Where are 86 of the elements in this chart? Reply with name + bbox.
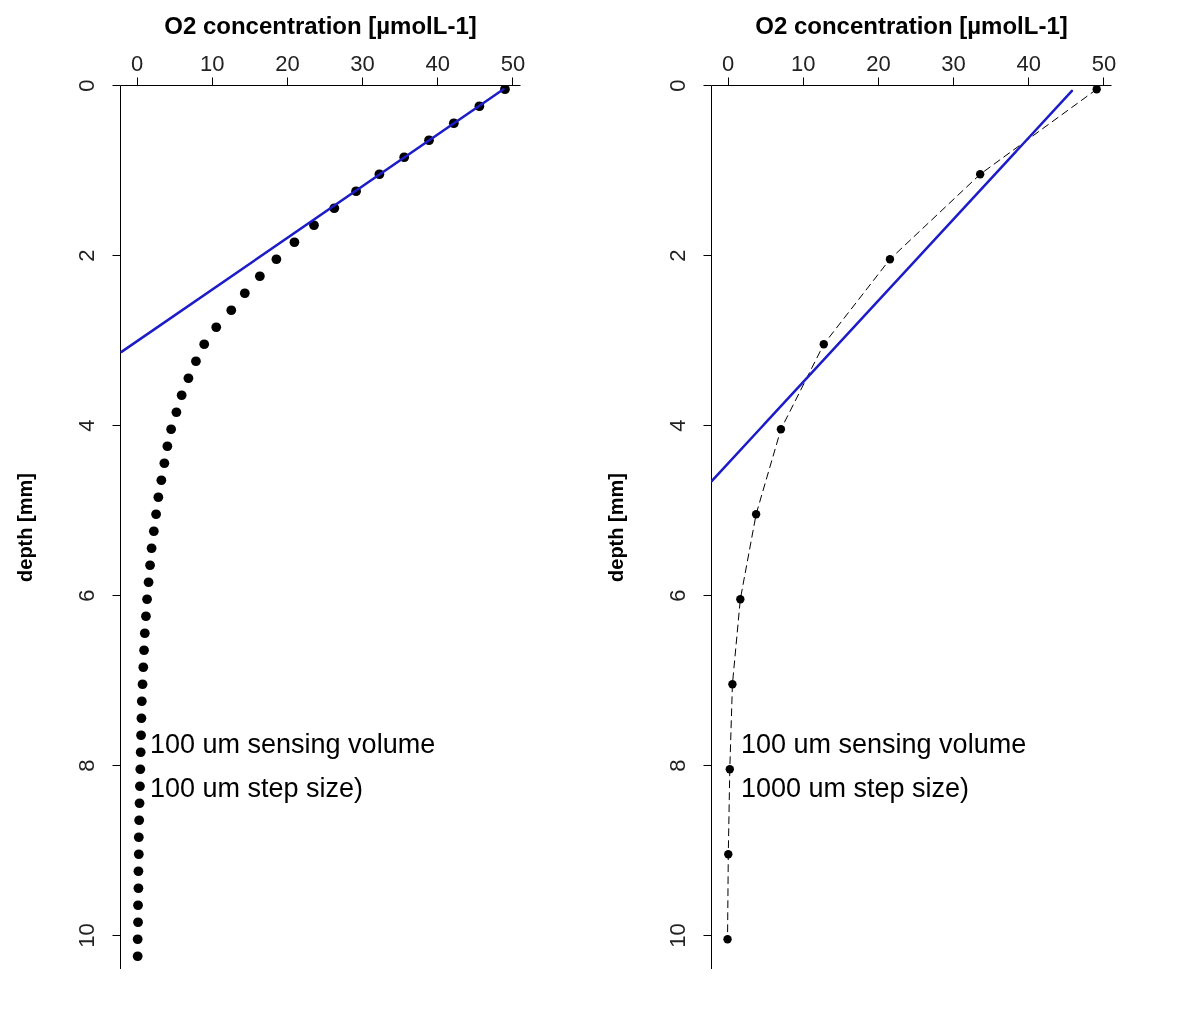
point bbox=[254, 271, 265, 282]
x-tick-label: 20 bbox=[866, 50, 891, 76]
point bbox=[226, 305, 237, 316]
y-axis-title: depth [mm] bbox=[604, 473, 627, 582]
x-axis-title: O2 concentration [µmolL-1] bbox=[755, 11, 1068, 39]
point bbox=[145, 560, 155, 571]
x-tick-label: 30 bbox=[350, 50, 375, 76]
point bbox=[751, 510, 761, 519]
x-tick-label: 0 bbox=[130, 50, 144, 76]
y-tick-label: 10 bbox=[73, 923, 99, 948]
point bbox=[136, 696, 147, 707]
x-tick-label: 20 bbox=[275, 50, 300, 76]
x-tick-label: 10 bbox=[790, 50, 816, 76]
x-tick-label: 50 bbox=[500, 50, 526, 76]
point bbox=[136, 730, 146, 741]
point bbox=[136, 713, 147, 724]
point bbox=[723, 935, 732, 944]
y-tick-label: 8 bbox=[73, 759, 99, 772]
point bbox=[166, 424, 176, 435]
point bbox=[271, 254, 282, 265]
x-tick-label: 0 bbox=[721, 50, 735, 76]
point bbox=[132, 934, 143, 945]
point bbox=[133, 849, 144, 860]
point bbox=[135, 781, 145, 792]
x-tick-label: 40 bbox=[1016, 50, 1042, 76]
point bbox=[156, 475, 167, 486]
point bbox=[133, 866, 144, 877]
point bbox=[159, 458, 170, 469]
y-tick-label: 0 bbox=[664, 79, 690, 92]
point bbox=[819, 340, 828, 349]
point bbox=[135, 747, 146, 758]
annotation: 100 um step size) bbox=[150, 773, 364, 803]
point bbox=[142, 594, 152, 605]
point bbox=[776, 425, 786, 434]
point bbox=[141, 611, 151, 622]
point bbox=[191, 356, 201, 367]
point bbox=[724, 850, 733, 859]
annotation: 1000 um step size) bbox=[741, 773, 970, 803]
y-tick-label: 4 bbox=[664, 419, 690, 432]
point bbox=[134, 798, 145, 809]
point bbox=[148, 526, 159, 537]
point bbox=[133, 917, 143, 928]
x-tick-label: 30 bbox=[941, 50, 966, 76]
point bbox=[728, 680, 737, 689]
point bbox=[146, 543, 157, 554]
point bbox=[736, 595, 745, 604]
point bbox=[134, 815, 145, 826]
point bbox=[162, 441, 173, 452]
x-axis-title: O2 concentration [µmolL-1] bbox=[164, 11, 477, 39]
y-tick-label: 10 bbox=[664, 923, 690, 948]
point bbox=[133, 832, 144, 843]
point bbox=[139, 645, 149, 656]
point bbox=[133, 883, 144, 894]
y-tick-label: 8 bbox=[664, 759, 690, 772]
point bbox=[151, 509, 161, 520]
point bbox=[171, 407, 182, 418]
y-tick-label: 0 bbox=[73, 79, 99, 92]
x-tick-label: 10 bbox=[199, 50, 225, 76]
point bbox=[153, 492, 164, 503]
y-tick-label: 2 bbox=[664, 249, 690, 262]
y-tick-label: 6 bbox=[664, 589, 690, 602]
point bbox=[725, 765, 734, 774]
y-tick-label: 2 bbox=[73, 249, 99, 262]
point bbox=[211, 322, 222, 333]
y-axis-title: depth [mm] bbox=[13, 473, 36, 582]
x-tick-label: 50 bbox=[1091, 50, 1117, 76]
point bbox=[239, 288, 250, 299]
point bbox=[132, 951, 143, 962]
point bbox=[183, 373, 194, 384]
point bbox=[975, 170, 985, 179]
point bbox=[137, 679, 148, 690]
x-tick-label: 40 bbox=[425, 50, 451, 76]
point bbox=[199, 339, 210, 350]
point bbox=[176, 390, 187, 401]
point bbox=[1092, 85, 1101, 94]
point bbox=[138, 662, 149, 673]
annotation: 100 um sensing volume bbox=[741, 729, 1027, 759]
y-tick-label: 6 bbox=[73, 589, 99, 602]
point bbox=[133, 900, 143, 911]
point bbox=[135, 764, 146, 775]
point bbox=[143, 577, 154, 588]
point bbox=[139, 628, 150, 639]
point bbox=[885, 255, 895, 264]
annotation: 100 um sensing volume bbox=[150, 729, 436, 759]
y-tick-label: 4 bbox=[73, 419, 99, 432]
point bbox=[289, 237, 300, 248]
